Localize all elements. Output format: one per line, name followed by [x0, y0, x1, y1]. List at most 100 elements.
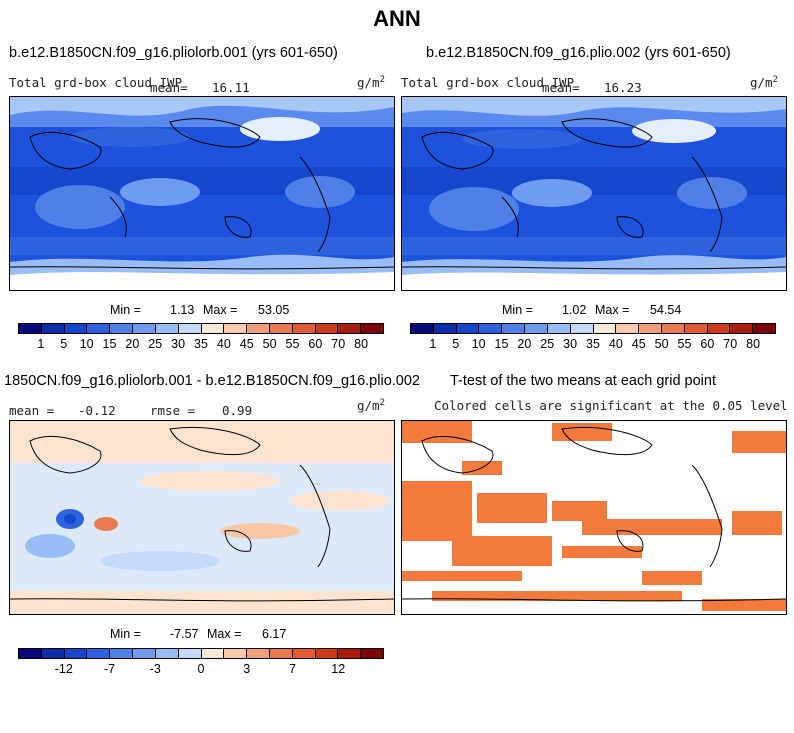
colorbar-swatch: [133, 649, 156, 658]
colorbar-swatch: [639, 324, 662, 333]
panel1-map-field: [10, 97, 394, 290]
colorbar-tick-label: 70: [331, 337, 346, 351]
colorbar-swatch: [411, 324, 434, 333]
panel1-min-label: Min =: [110, 303, 141, 317]
panel3-colorbar: [18, 648, 384, 659]
colorbar-tick-label: 70: [723, 337, 738, 351]
colorbar-swatch: [593, 324, 617, 333]
panel3-map-field: [10, 421, 394, 614]
colorbar-swatch: [547, 324, 571, 333]
colorbar-tick-label: 10: [471, 337, 486, 351]
panel1-case-title: b.e12.B1850CN.f09_g16.pliolorb.001 (yrs …: [9, 45, 338, 61]
panel1-units: g/m2: [357, 75, 385, 91]
colorbar-swatch: [201, 324, 225, 333]
panel1-max-label: Max =: [203, 303, 238, 317]
colorbar-tick-label: 55: [677, 337, 692, 351]
colorbar-tick-label: 20: [125, 337, 140, 351]
colorbar-swatch: [361, 649, 383, 658]
colorbar-swatch: [247, 324, 270, 333]
colorbar-swatch: [338, 649, 362, 658]
panel2-mean-label: mean=: [542, 80, 580, 95]
panel1-mean-label: mean=: [150, 80, 188, 95]
colorbar-tick-label: 15: [494, 337, 509, 351]
panel2-map: [401, 96, 787, 291]
colorbar-tick-label: 45: [239, 337, 254, 351]
colorbar-swatch: [616, 324, 640, 333]
colorbar-tick-label: -12: [54, 662, 73, 676]
colorbar-swatch: [315, 649, 339, 658]
colorbar-swatch: [315, 324, 339, 333]
colorbar-swatch: [338, 324, 362, 333]
colorbar-swatch: [456, 324, 480, 333]
colorbar-tick-label: 55: [285, 337, 300, 351]
panel2-colorbar: [410, 323, 776, 334]
colorbar-swatch: [64, 649, 88, 658]
panel2-case-title: b.e12.B1850CN.f09_g16.plio.002 (yrs 601-…: [426, 45, 731, 61]
colorbar-swatch: [224, 324, 248, 333]
panel3-mean-value: -0.12: [78, 403, 116, 418]
colorbar-tick-label: 5: [452, 337, 460, 351]
colorbar-tick-label: 3: [243, 662, 251, 676]
panel2-units: g/m2: [750, 75, 778, 91]
panel3-min-value: -7.57: [170, 627, 199, 641]
panel2-min-value: 1.02: [562, 303, 587, 317]
colorbar-swatch: [133, 324, 156, 333]
panel1-mean-value: 16.11: [212, 80, 250, 95]
colorbar-tick-label: 1: [429, 337, 437, 351]
colorbar-swatch: [41, 649, 65, 658]
colorbar-tick-label: 30: [563, 337, 578, 351]
colorbar-swatch: [19, 324, 42, 333]
colorbar-tick-label: -7: [103, 662, 116, 676]
colorbar-tick-label: 10: [79, 337, 94, 351]
colorbar-swatch: [661, 324, 685, 333]
colorbar-tick-label: 60: [308, 337, 323, 351]
colorbar-tick-label: 40: [608, 337, 623, 351]
colorbar-tick-label: 35: [194, 337, 208, 351]
colorbar-tick-label: 30: [171, 337, 186, 351]
colorbar-swatch: [87, 324, 111, 333]
colorbar-swatch: [178, 649, 202, 658]
colorbar-swatch: [155, 324, 179, 333]
colorbar-swatch: [41, 324, 65, 333]
colorbar-swatch: [753, 324, 775, 333]
colorbar-tick-label: 60: [700, 337, 715, 351]
panel1-variable-label: Total grd-box cloud IWP: [9, 75, 183, 90]
panel1-min-value: 1.13: [170, 303, 195, 317]
panel3-title: 1850CN.f09_g16.pliolorb.001 - b.e12.B185…: [4, 373, 420, 389]
panel3-max-value: 6.17: [262, 627, 287, 641]
panel3-mean-label: mean =: [9, 403, 55, 418]
panel3-min-label: Min =: [110, 627, 141, 641]
colorbar-tick-label: -3: [149, 662, 161, 676]
colorbar-tick-label: 1: [37, 337, 45, 351]
colorbar-tick-label: 40: [216, 337, 231, 351]
colorbar-swatch: [269, 324, 293, 333]
colorbar-tick-label: 15: [102, 337, 117, 351]
panel1-colorbar: [18, 323, 384, 334]
panel3-units: g/m2: [357, 398, 385, 414]
colorbar-tick-label: 7: [289, 662, 296, 676]
colorbar-swatch: [247, 649, 270, 658]
colorbar-swatch: [178, 324, 202, 333]
panel3-max-label: Max =: [207, 627, 242, 641]
colorbar-tick-label: 20: [517, 337, 532, 351]
colorbar-tick-label: 80: [354, 337, 369, 351]
colorbar-swatch: [570, 324, 594, 333]
colorbar-tick-label: 35: [586, 337, 600, 351]
panel2-min-label: Min =: [502, 303, 533, 317]
colorbar-tick-label: 25: [540, 337, 555, 351]
panel4-map: [401, 420, 787, 615]
colorbar-tick-label: 50: [654, 337, 669, 351]
colorbar-tick-label: 80: [746, 337, 761, 351]
colorbar-swatch: [730, 324, 754, 333]
colorbar-swatch: [224, 649, 248, 658]
colorbar-swatch: [433, 324, 457, 333]
colorbar-tick-label: 0: [197, 662, 205, 676]
panel3-rmse-label: rmse =: [150, 403, 196, 418]
panel2-max-label: Max =: [595, 303, 630, 317]
panel1-max-value: 53.05: [258, 303, 290, 317]
colorbar-swatch: [201, 649, 225, 658]
colorbar-swatch: [110, 324, 134, 333]
colorbar-swatch: [19, 649, 42, 658]
panel4-map-field: [402, 421, 786, 611]
panel4-title: T-test of the two means at each grid poi…: [450, 373, 716, 389]
